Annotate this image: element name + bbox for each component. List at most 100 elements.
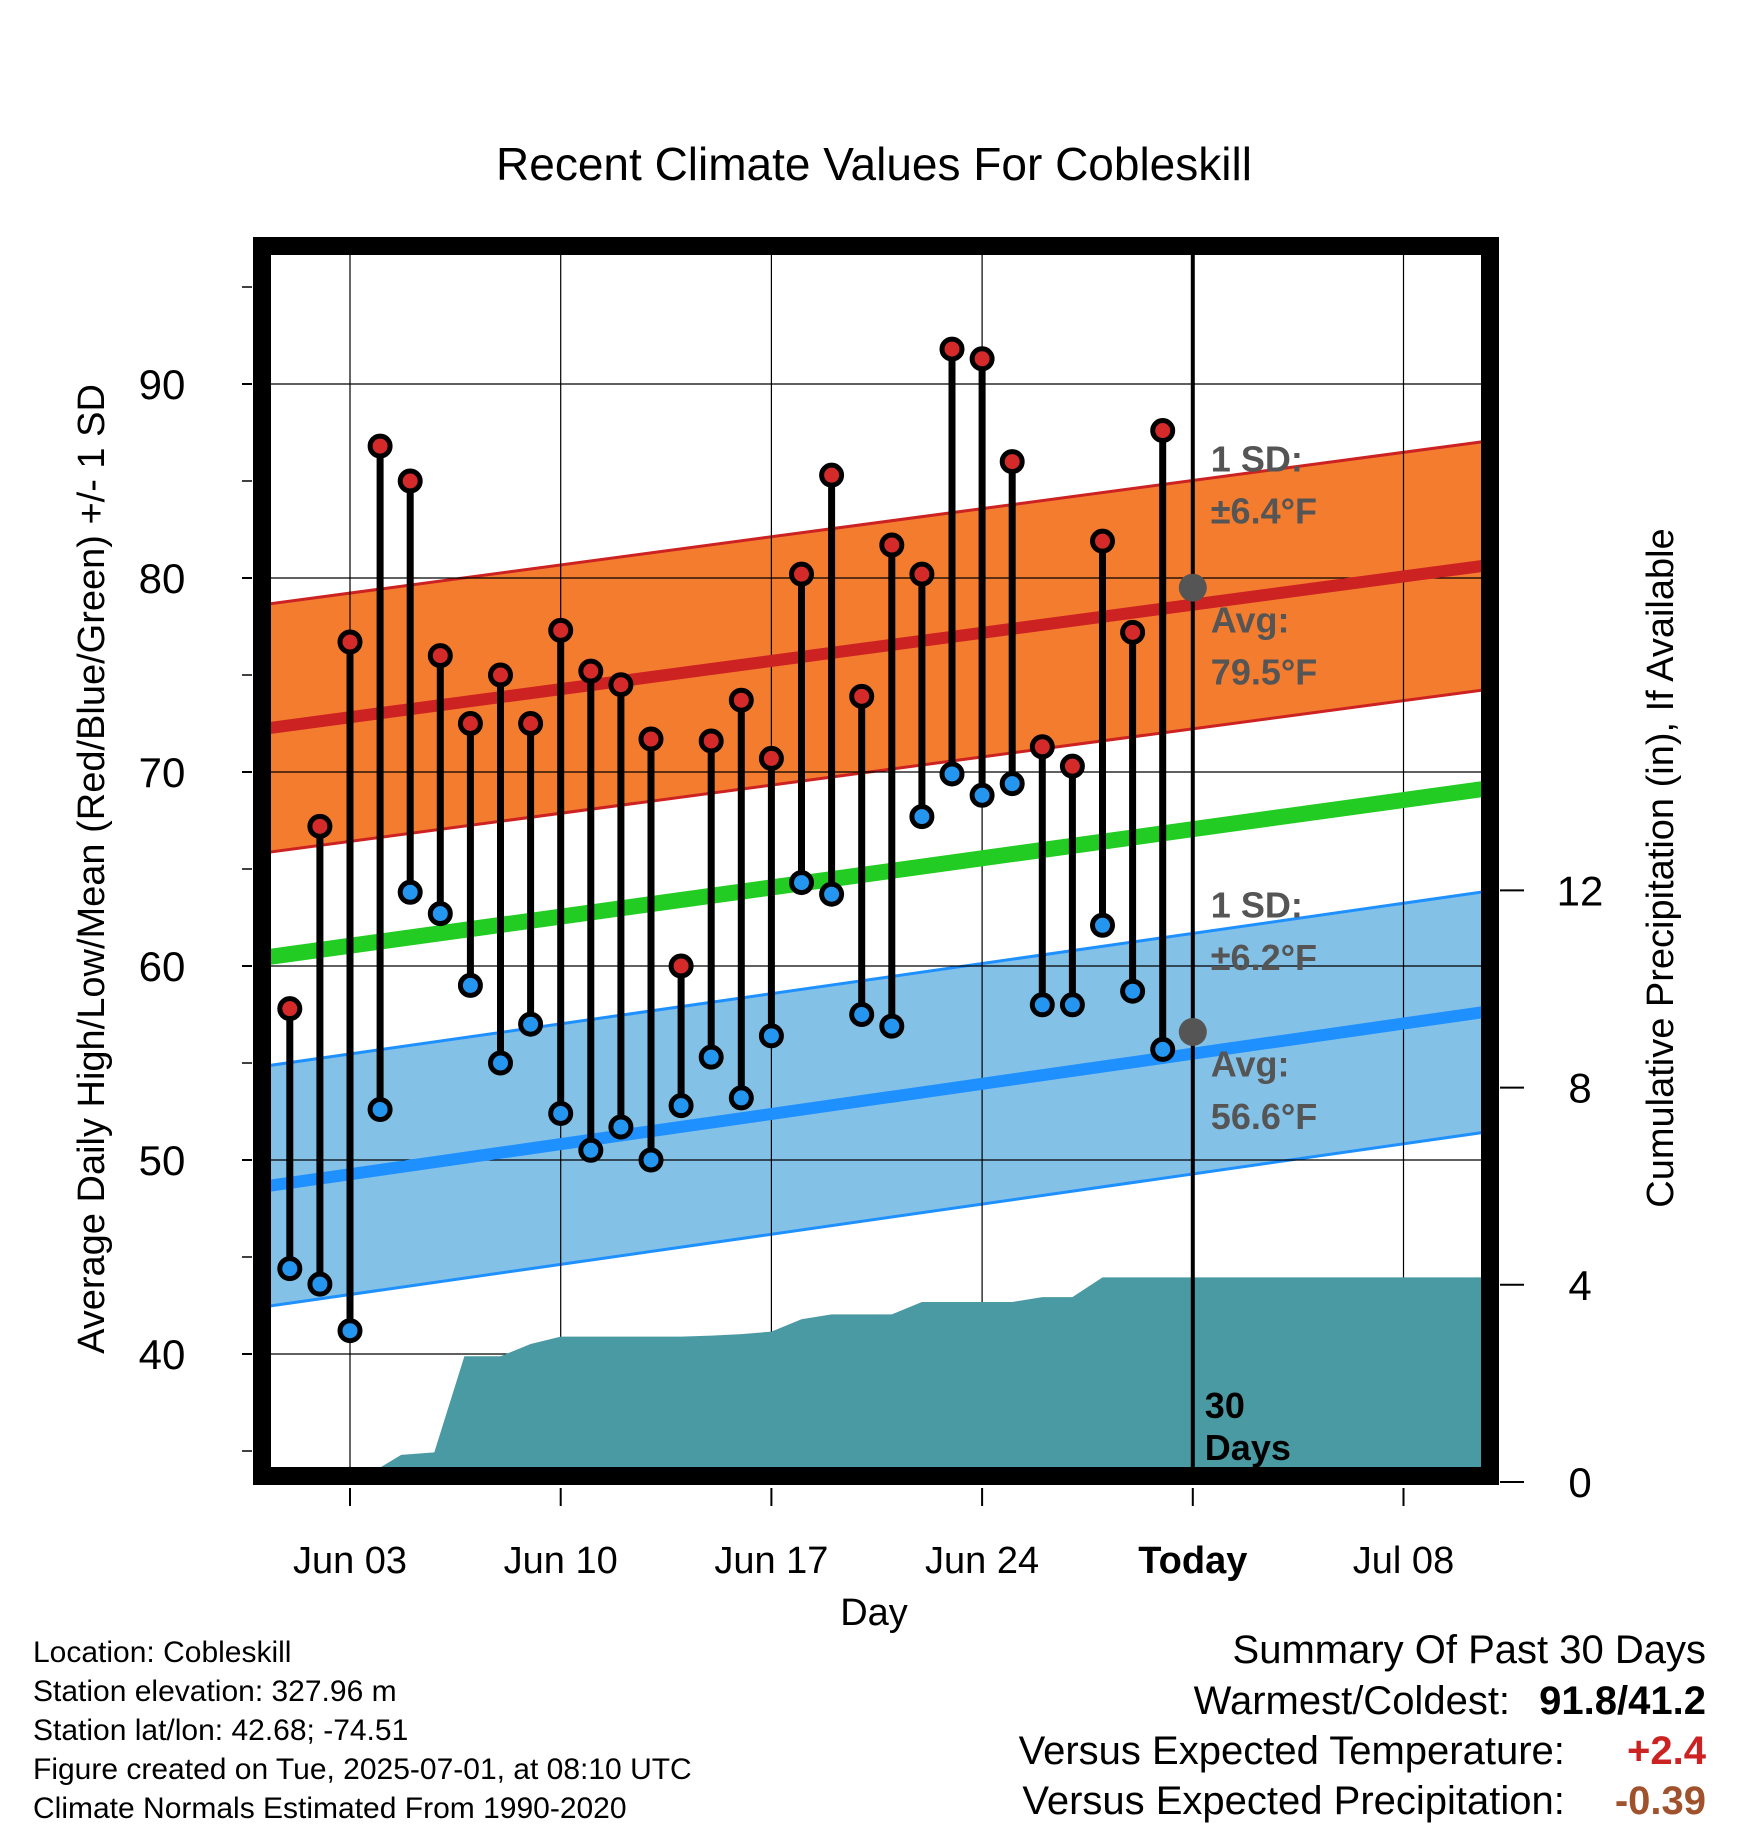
low-point: [1090, 912, 1115, 938]
low-avg-value: 56.6°F: [1211, 1096, 1317, 1137]
low-point: [397, 879, 423, 905]
plot-area: 1 SD: ±6.4°F Avg: 79.5°F 1 SD: ±6.2°F Avg: 56.6…: [262, 246, 1490, 1476]
low-point: [879, 1013, 905, 1039]
high-point: [1150, 418, 1176, 444]
low-point: [909, 804, 935, 830]
y-left-tick-label: 50: [139, 1137, 186, 1184]
x-tick-label: Today: [1138, 1540, 1247, 1582]
y-left-tick-label: 80: [139, 555, 186, 602]
low-point: [367, 1097, 393, 1123]
high-point: [879, 532, 905, 558]
low-point: [758, 1023, 784, 1049]
y-axis-left-label: Average Daily High/Low/Mean (Red/Blue/Gr…: [71, 384, 113, 1354]
low-point: [728, 1085, 754, 1111]
high-avg-label: Avg:: [1211, 599, 1290, 640]
summary-temp-value: +2.4: [1627, 1729, 1706, 1773]
y-left-tick-label: 70: [139, 749, 186, 796]
x-tick-label: Jun 24: [925, 1540, 1039, 1582]
high-point: [939, 336, 965, 362]
x-tick-label: Jun 17: [714, 1540, 828, 1582]
summary-warm-cold-label: Warmest/Coldest:: [1193, 1679, 1511, 1723]
high-point: [518, 711, 544, 736]
high-point: [668, 953, 694, 979]
low-point: [608, 1114, 634, 1140]
summary-temp: Versus Expected Temperature: +2.4: [1019, 1729, 1706, 1773]
high-point: [909, 561, 935, 587]
low-point: [427, 901, 453, 927]
high-point: [608, 672, 634, 698]
low-point: [819, 881, 845, 907]
footer-latlon: Station lat/lon: 42.68; -74.51: [33, 1714, 409, 1747]
summary-warm-cold-value: 91.8/41.2: [1539, 1679, 1706, 1723]
high-avg-value: 79.5°F: [1211, 652, 1317, 693]
plot-frame: [253, 237, 1499, 1485]
y-left-tick-label: 90: [139, 361, 186, 408]
high-point: [789, 561, 814, 587]
low-sd-value: ±6.2°F: [1211, 937, 1317, 978]
high-sd-value: ±6.4°F: [1211, 491, 1317, 532]
axes: 40 50 60 70 80 90 0 4 8 12 Jun 03 Jun 10 Jun 17 Jun 2…: [139, 237, 1604, 1582]
footer-location: Location: Cobleskill: [33, 1636, 292, 1669]
x-axis-label: Day: [840, 1592, 908, 1634]
y-axis-right-label: Cumulative Precipitation (in), If Availa…: [1640, 528, 1682, 1207]
high-point: [698, 728, 724, 754]
footer-created: Figure created on Tue, 2025-07-01, at 08…: [33, 1753, 692, 1786]
low-point: [277, 1256, 303, 1282]
precip-area: [366, 1277, 1490, 1476]
high-point: [999, 449, 1025, 475]
today-avg-high-marker: [1178, 573, 1207, 602]
y-right-tick-label: 0: [1568, 1459, 1591, 1506]
low-sd-label: 1 SD:: [1211, 885, 1303, 926]
summary-precip-label: Versus Expected Precipitation:: [1022, 1779, 1565, 1823]
low-point: [307, 1271, 333, 1297]
footer-elevation: Station elevation: 327.96 m: [33, 1675, 397, 1708]
summary-precip-value: -0.39: [1614, 1779, 1706, 1823]
today-avg-low-marker: [1178, 1017, 1207, 1046]
y-right-tick-label: 8: [1568, 1065, 1591, 1112]
x-tick-label: Jun 03: [293, 1540, 407, 1582]
high-point: [307, 813, 333, 839]
x-tick-label: Jun 10: [504, 1540, 618, 1582]
low-point: [518, 1011, 544, 1037]
avg-high-line: [262, 558, 1490, 736]
high-point: [728, 687, 754, 713]
high-point: [758, 745, 784, 771]
low-point: [789, 870, 814, 896]
low-point: [939, 761, 965, 787]
high-point: [1059, 753, 1085, 779]
y-right-tick-label: 12: [1557, 867, 1604, 914]
low-point: [578, 1137, 604, 1163]
avg-mean-line: [262, 779, 1490, 966]
high-point: [1029, 734, 1055, 760]
low-point: [488, 1050, 513, 1076]
high-point: [1090, 528, 1115, 554]
today-days-unit: Days: [1205, 1427, 1291, 1468]
y-left-tick-label: 40: [139, 1331, 186, 1378]
high-point: [367, 433, 393, 459]
low-point: [1029, 992, 1055, 1018]
high-point: [488, 662, 513, 688]
summary-precip: Versus Expected Precipitation: -0.39: [1022, 1779, 1706, 1823]
low-point: [999, 771, 1025, 797]
avg-low-line: [262, 1005, 1490, 1193]
high-point: [427, 643, 453, 669]
summary-warm-cold: Warmest/Coldest: 91.8/41.2: [1194, 1679, 1706, 1723]
high-sd-label: 1 SD:: [1211, 438, 1303, 479]
y-left-tick-label: 60: [139, 943, 186, 990]
high-point: [849, 683, 875, 709]
low-sd-band-upper-edge: [262, 889, 1490, 1069]
high-point: [1120, 619, 1146, 645]
y-right-tick-label: 4: [1568, 1262, 1591, 1309]
high-point: [548, 617, 574, 643]
low-point: [457, 972, 483, 998]
x-tick-label: Jul 08: [1353, 1540, 1454, 1582]
low-point: [969, 782, 995, 808]
today-days-label: 30: [1205, 1385, 1245, 1426]
low-point: [698, 1044, 724, 1070]
low-avg-label: Avg:: [1211, 1044, 1290, 1085]
low-point: [1059, 992, 1085, 1018]
high-point: [638, 726, 664, 752]
low-point: [548, 1100, 574, 1126]
high-point: [397, 468, 423, 494]
